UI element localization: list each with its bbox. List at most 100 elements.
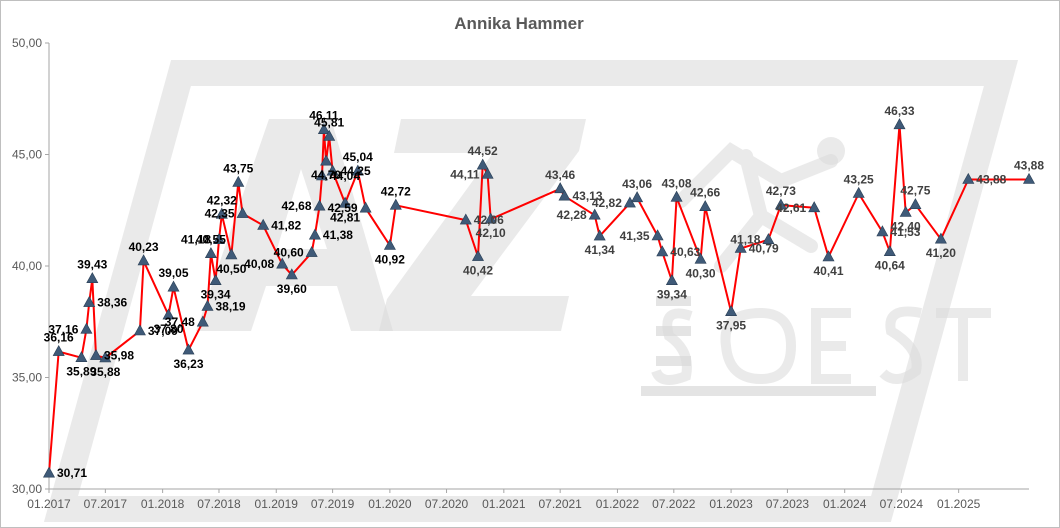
data-label: 42,66: [690, 186, 720, 200]
data-point-marker: [215, 207, 228, 219]
data-point-marker: [320, 154, 333, 166]
data-point-marker: [305, 245, 318, 257]
data-label: 46,33: [884, 104, 914, 118]
watermark-runner: [674, 142, 838, 273]
data-label: 43,08: [662, 176, 692, 190]
data-label: 44,04: [330, 169, 360, 183]
data-point-marker: [137, 254, 150, 266]
data-label: 42,81: [330, 210, 360, 224]
data-label: 45,81: [314, 115, 344, 129]
data-label: 43,25: [844, 173, 874, 187]
data-point-marker: [52, 344, 65, 356]
data-point-marker: [588, 208, 601, 220]
data-point-marker: [481, 167, 494, 179]
data-point-marker: [962, 172, 975, 184]
data-label: 43,13: [573, 189, 603, 203]
x-tick-label: 01.2018: [141, 497, 185, 511]
data-label: 35,98: [104, 349, 134, 363]
data-label: 42,73: [766, 184, 796, 198]
data-label: 43,88: [976, 173, 1006, 187]
data-point-marker: [167, 280, 180, 292]
data-point-marker: [196, 315, 209, 327]
data-point-marker: [257, 218, 270, 230]
data-point-marker: [182, 343, 195, 355]
x-tick-label: 07.2017: [84, 497, 128, 511]
watermark-runner-head: [817, 137, 845, 165]
data-label: 40,60: [274, 246, 304, 260]
marker-layer: [42, 118, 1036, 478]
data-label: 40,08: [244, 257, 274, 271]
data-point-marker: [308, 228, 321, 240]
data-label: 37,09: [148, 324, 178, 338]
data-label-layer: 30,71 36,16 35,89 37,16 38,36 39,43 35,98 35,88…: [44, 104, 1045, 480]
data-label: 43,46: [545, 168, 575, 182]
x-tick-label: 01.2020: [368, 497, 412, 511]
watermark-stripes: [641, 296, 876, 396]
data-point-marker: [133, 324, 146, 336]
data-point-marker: [313, 199, 326, 211]
data-label: 46,11: [309, 109, 339, 123]
data-point-marker: [670, 190, 683, 202]
data-point-marker: [83, 295, 96, 307]
data-label: 37,16: [48, 322, 78, 336]
data-label: 40,30: [686, 266, 716, 280]
data-point-marker: [631, 191, 644, 203]
data-point-marker: [99, 351, 112, 363]
data-label: 42,72: [381, 184, 411, 198]
data-label: 40,79: [749, 241, 779, 255]
data-label: 40,92: [375, 253, 405, 267]
data-label: 35,89: [66, 365, 96, 379]
data-label: 42,40: [891, 220, 921, 234]
data-label: 39,60: [277, 282, 307, 296]
data-point-marker: [934, 232, 947, 244]
data-point-marker: [285, 268, 298, 280]
series-line: [48, 123, 1029, 474]
data-label: 36,23: [173, 357, 203, 371]
data-label: 35,88: [90, 365, 120, 379]
data-point-marker: [822, 250, 835, 262]
data-label: 37,80: [153, 322, 183, 336]
data-label: 44,70: [311, 168, 341, 182]
data-label: 42,28: [557, 208, 587, 222]
data-point-marker: [209, 274, 222, 285]
data-point-marker: [276, 257, 289, 269]
data-label: 40,64: [875, 259, 905, 273]
watermark-frame: [43, 60, 1019, 522]
data-label: 36,16: [44, 331, 74, 345]
chart-title: Annika Hammer: [454, 14, 584, 33]
data-point-marker: [899, 205, 912, 217]
data-label: 39,43: [77, 258, 107, 272]
data-point-marker: [315, 169, 329, 181]
data-point-marker: [883, 245, 896, 256]
data-label: 42,68: [281, 199, 311, 213]
data-label: 41,35: [620, 229, 650, 243]
data-point-marker: [201, 299, 214, 311]
data-point-marker: [558, 189, 571, 201]
data-label: 43,06: [622, 177, 652, 191]
data-point-marker: [471, 249, 485, 261]
x-tick-label: 07.2019: [311, 497, 355, 511]
data-point-marker: [893, 118, 906, 130]
data-point-marker: [80, 322, 93, 334]
axes: 30,00 35,00 40,00 45,00 50,00 01.2017 07.2017 0…: [12, 36, 1029, 511]
y-tick-label: 35,00: [12, 371, 42, 385]
data-point-marker: [808, 201, 821, 213]
x-tick-label: 07.2024: [880, 497, 924, 511]
x-tick-label: 01.2021: [482, 497, 526, 511]
data-point-marker: [162, 308, 175, 320]
data-point-marker: [699, 200, 712, 211]
data-point-marker: [317, 123, 330, 134]
data-label: 40,42: [463, 264, 493, 278]
data-label: 43,88: [1014, 159, 1044, 173]
data-label: 44,25: [341, 164, 371, 178]
data-point-marker: [225, 248, 238, 260]
data-label: 44,52: [468, 144, 498, 158]
data-label: 45,04: [343, 150, 373, 164]
data-point-marker: [1022, 172, 1036, 184]
data-point-marker: [326, 164, 339, 176]
data-point-marker: [75, 351, 88, 362]
data-label: 40,23: [129, 240, 159, 254]
y-tick-label: 45,00: [12, 148, 42, 162]
data-point-marker: [42, 466, 56, 478]
